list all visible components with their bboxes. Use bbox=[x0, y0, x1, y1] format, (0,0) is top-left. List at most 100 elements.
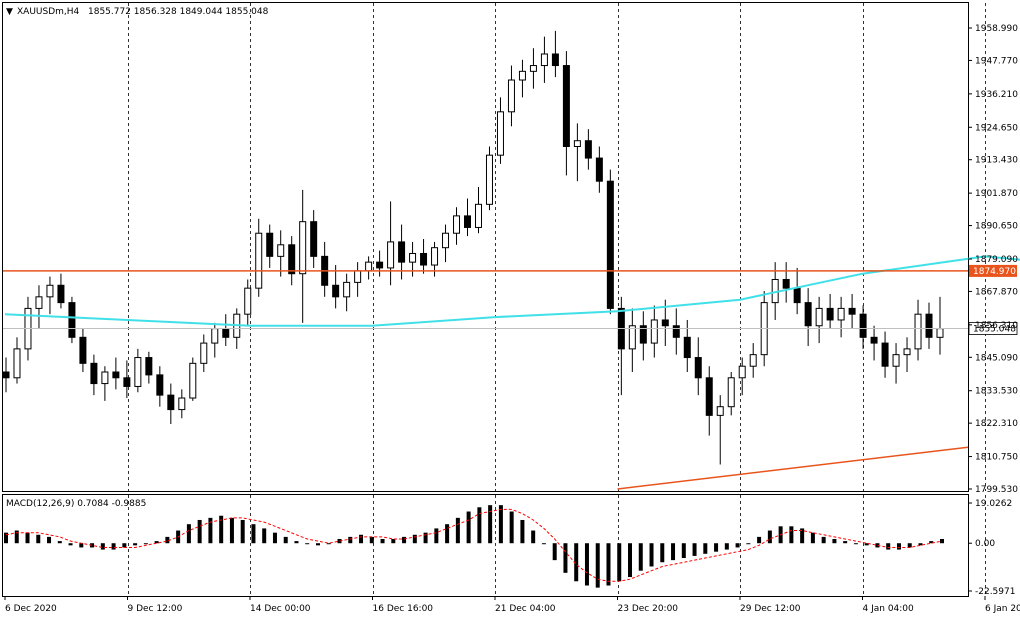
chart-symbol: XAUUSDm,H4 bbox=[17, 7, 80, 17]
macd-bar bbox=[510, 512, 514, 544]
price-tick-label: 1810.750 bbox=[975, 453, 1018, 463]
candle-body bbox=[190, 363, 196, 398]
price-tick-label: 1845.090 bbox=[975, 353, 1018, 363]
macd-bar bbox=[897, 543, 901, 549]
resistance-level-label: 1874.970 bbox=[973, 267, 1016, 277]
time-tick-label: 9 Dec 12:00 bbox=[128, 604, 183, 614]
candle-body bbox=[465, 216, 471, 228]
macd-bar bbox=[456, 518, 460, 543]
chart-header-arrow-icon[interactable]: ▼ bbox=[6, 7, 13, 17]
candle-body bbox=[871, 337, 877, 343]
price-tick-label: 1936.210 bbox=[975, 90, 1018, 100]
candle-body bbox=[530, 66, 536, 72]
candle-body bbox=[486, 155, 492, 204]
macd-bar bbox=[886, 543, 890, 549]
price-tick-label: 1901.870 bbox=[975, 189, 1018, 199]
candle-body bbox=[333, 285, 339, 297]
macd-bar bbox=[230, 518, 234, 543]
price-tick-label: 1913.430 bbox=[975, 156, 1018, 166]
macd-bar bbox=[262, 528, 266, 543]
candle-body bbox=[860, 314, 866, 337]
price-tick-label: 1879.090 bbox=[975, 255, 1018, 265]
support-trendline bbox=[618, 447, 969, 489]
candle-body bbox=[212, 329, 218, 343]
macd-bar bbox=[822, 537, 826, 543]
macd-bar bbox=[682, 543, 686, 558]
candle-body bbox=[739, 366, 745, 378]
macd-bar bbox=[725, 543, 729, 549]
macd-bar bbox=[736, 543, 740, 547]
price-tick-label: 1833.530 bbox=[975, 387, 1018, 397]
candle-body bbox=[695, 358, 701, 378]
price-tick-label: 1822.310 bbox=[975, 419, 1018, 429]
macd-label: MACD(12,26,9) 0.7084 -0.9885 bbox=[6, 499, 146, 509]
candle-body bbox=[783, 279, 789, 288]
macd-tick-label: 0.00 bbox=[975, 539, 995, 549]
moving-average-layer bbox=[5, 256, 1020, 325]
candle-body bbox=[915, 314, 921, 349]
macd-bar bbox=[58, 541, 62, 543]
candle-body bbox=[662, 320, 668, 326]
candles-layer bbox=[3, 31, 943, 465]
macd-bar bbox=[811, 533, 815, 544]
candle-body bbox=[366, 262, 372, 271]
trendline-layer[interactable] bbox=[618, 447, 969, 489]
macd-bar bbox=[241, 520, 245, 543]
macd-bar bbox=[542, 543, 546, 544]
candle-body bbox=[47, 285, 53, 297]
macd-bar bbox=[918, 543, 922, 545]
time-tick-label: 4 Jan 04:00 bbox=[863, 604, 915, 614]
macd-bar bbox=[563, 543, 567, 573]
candle-body bbox=[311, 222, 317, 257]
candle-body bbox=[563, 66, 569, 147]
macd-bar bbox=[359, 535, 363, 543]
candle-body bbox=[102, 372, 108, 384]
price-axis[interactable]: 1958.9901947.7701936.2101924.6501913.430… bbox=[968, 24, 1018, 495]
candle-body bbox=[432, 248, 438, 265]
macd-bar bbox=[69, 543, 73, 545]
macd-bar bbox=[370, 537, 374, 543]
time-tick-label: 23 Dec 20:00 bbox=[618, 604, 679, 614]
candle-body bbox=[838, 308, 844, 320]
time-tick-label: 14 Dec 00:00 bbox=[250, 604, 311, 614]
macd-bar bbox=[596, 543, 600, 587]
candle-body bbox=[706, 378, 712, 416]
macd-bar bbox=[381, 539, 385, 543]
macd-bar bbox=[628, 543, 632, 577]
vertical-grid bbox=[129, 3, 1020, 596]
price-tick-label: 1947.770 bbox=[975, 56, 1018, 66]
candle-body bbox=[113, 372, 119, 378]
macd-bar bbox=[789, 526, 793, 543]
candle-body bbox=[135, 358, 141, 387]
macd-bar bbox=[112, 543, 116, 549]
macd-bar bbox=[757, 537, 761, 543]
candle-body bbox=[882, 343, 888, 366]
candle-body bbox=[629, 326, 635, 349]
candle-body bbox=[421, 253, 427, 265]
candle-body bbox=[3, 372, 9, 378]
candle-body bbox=[893, 355, 899, 367]
macd-tick-label: -22.5971 bbox=[975, 587, 1015, 597]
macd-bar bbox=[703, 543, 707, 554]
candle-body bbox=[289, 245, 295, 274]
candle-body bbox=[443, 233, 449, 247]
macd-bar bbox=[434, 528, 438, 543]
candle-body bbox=[607, 181, 613, 308]
main-chart-frame bbox=[3, 3, 969, 492]
macd-bar bbox=[467, 512, 471, 544]
macd-layer bbox=[4, 505, 944, 587]
candle-body bbox=[399, 242, 405, 262]
candle-body bbox=[146, 358, 152, 375]
candle-body bbox=[157, 375, 163, 395]
macd-bar bbox=[477, 507, 481, 543]
macd-bar bbox=[155, 541, 159, 543]
candle-body bbox=[475, 204, 481, 227]
macd-bar bbox=[402, 537, 406, 543]
candle-body bbox=[904, 349, 910, 355]
candle-body bbox=[717, 407, 723, 416]
price-tick-label: 1867.870 bbox=[975, 287, 1018, 297]
